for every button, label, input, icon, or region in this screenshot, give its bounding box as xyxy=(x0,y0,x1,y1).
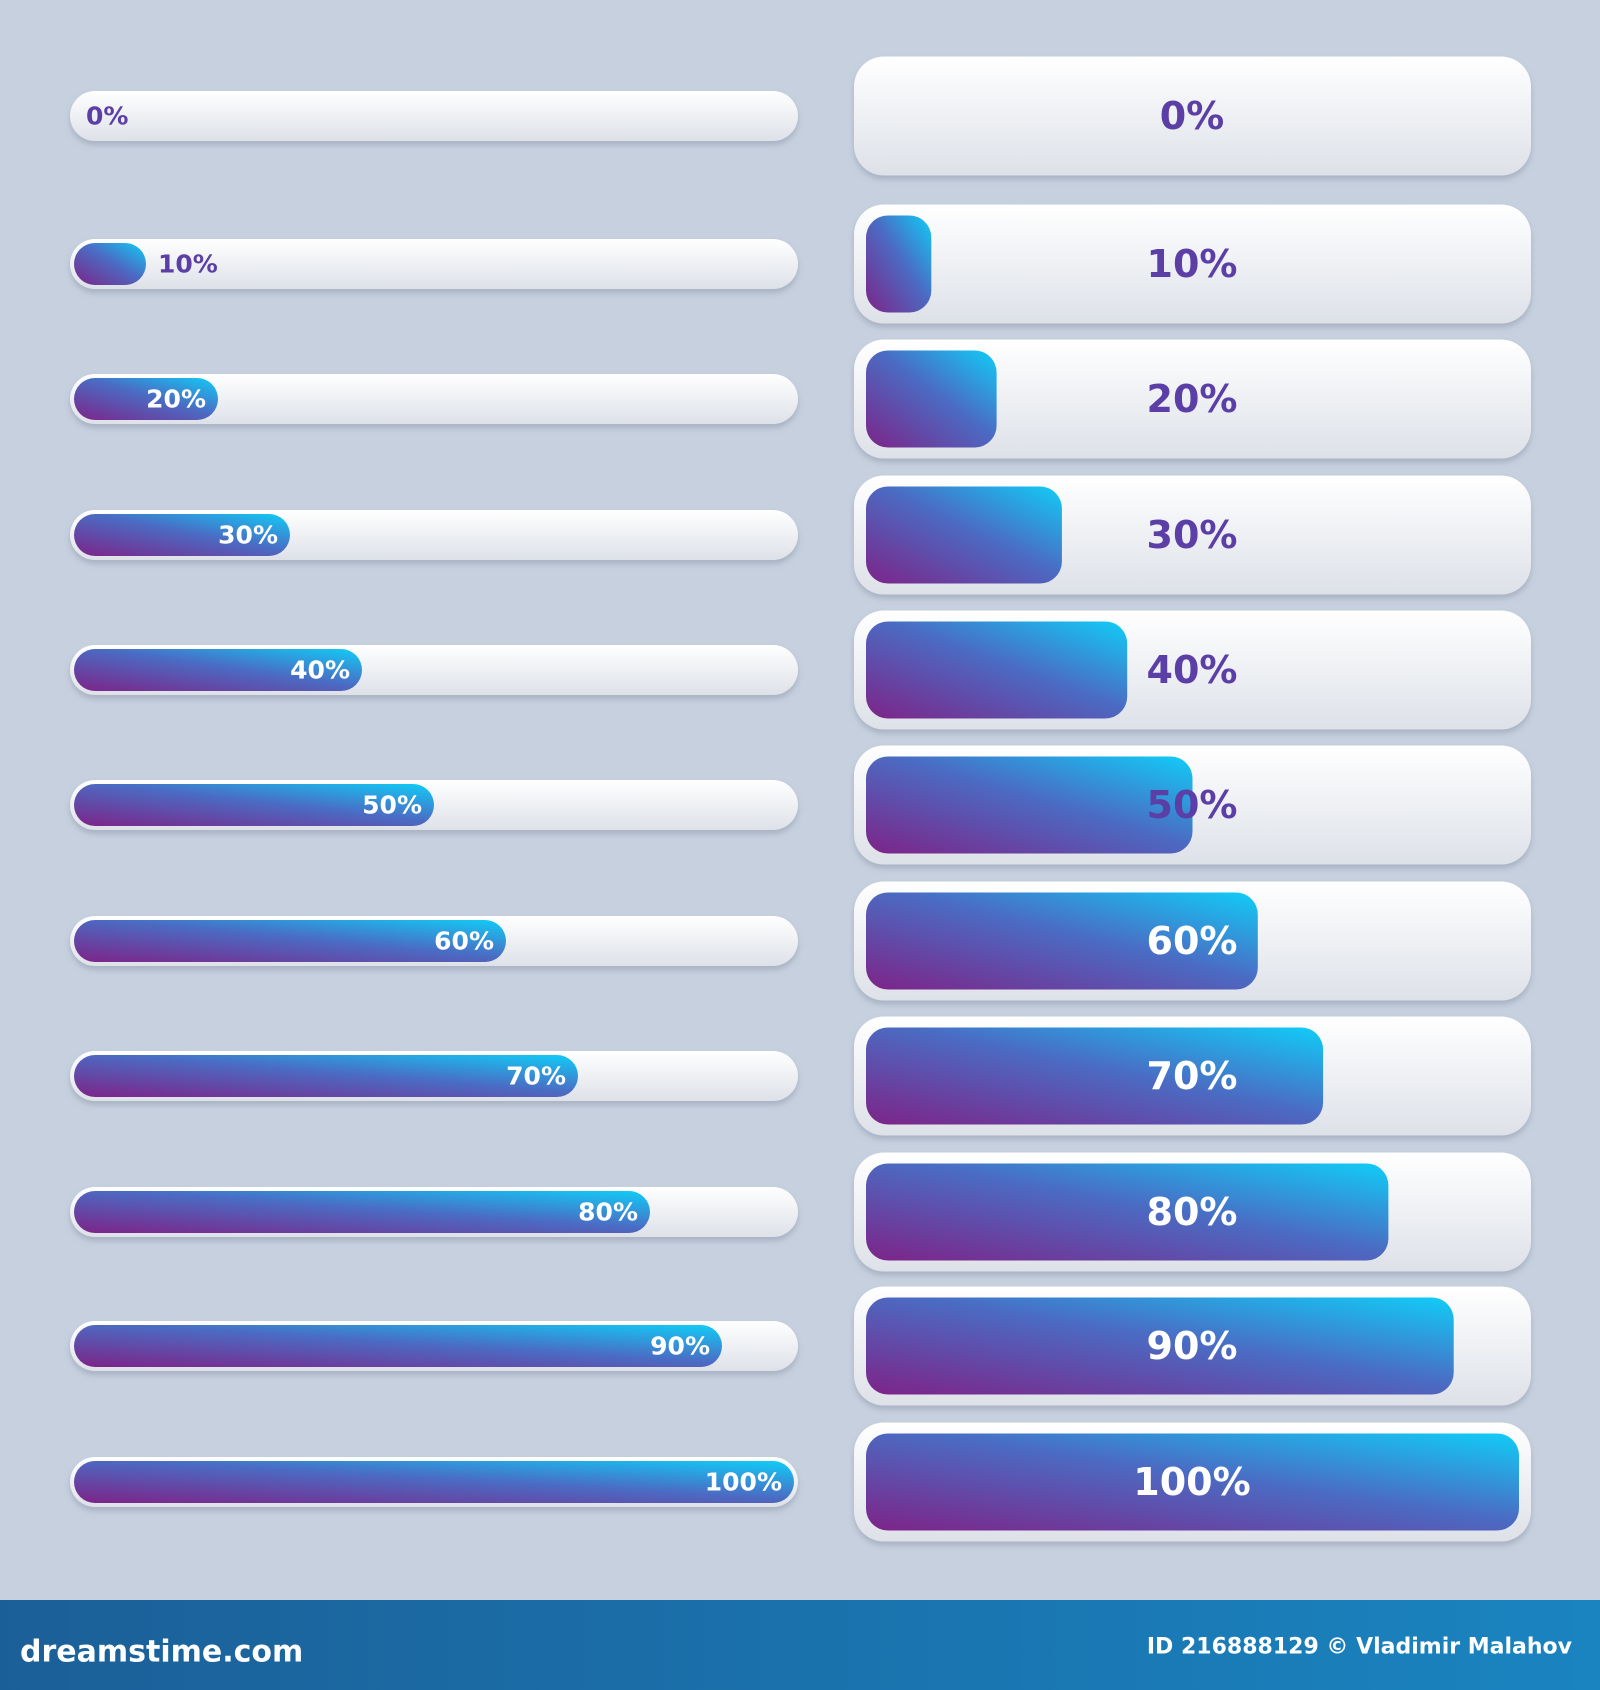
small-label: 10% xyxy=(158,250,218,279)
small-label: 80% xyxy=(578,1198,638,1227)
large-fill xyxy=(866,1433,1519,1531)
large-fill xyxy=(866,1163,1389,1261)
footer-bar xyxy=(0,1600,1600,1690)
large-fill xyxy=(866,1027,1324,1125)
small-label: 90% xyxy=(650,1332,710,1361)
large-label: 50% xyxy=(1147,783,1238,827)
small-fill xyxy=(74,1325,722,1367)
footer-credit: ID 216888129 © Vladimir Malahov xyxy=(1147,1635,1573,1660)
large-fill xyxy=(866,621,1128,719)
small-fill xyxy=(74,1461,794,1503)
large-fill xyxy=(866,1297,1454,1395)
small-track xyxy=(70,91,798,141)
large-track xyxy=(854,204,1531,324)
small-fill xyxy=(74,1191,650,1233)
footer-site: dreamstime.com xyxy=(20,1635,303,1670)
small-label: 20% xyxy=(146,385,206,414)
large-label: 30% xyxy=(1147,513,1238,557)
small-label: 30% xyxy=(218,521,278,550)
small-track xyxy=(70,374,798,424)
progress-rows: 0% 0% 10% 10% 20% 20% 30% 30% 40% 40% 50% 50% 60% 60%… xyxy=(70,56,1531,1542)
small-label: 60% xyxy=(434,927,494,956)
small-label: 100% xyxy=(705,1468,782,1497)
large-label: 60% xyxy=(1147,919,1238,963)
small-label: 0% xyxy=(86,102,128,131)
large-label: 0% xyxy=(1160,94,1225,138)
large-label: 80% xyxy=(1147,1190,1238,1234)
large-fill xyxy=(866,892,1258,990)
small-track xyxy=(70,239,798,289)
small-fill xyxy=(74,920,506,962)
large-label: 70% xyxy=(1147,1054,1238,1098)
large-fill xyxy=(866,756,1193,854)
small-fill xyxy=(74,378,218,420)
large-label: 40% xyxy=(1147,648,1238,692)
large-label: 20% xyxy=(1147,377,1238,421)
large-fill xyxy=(866,486,1062,584)
small-fill xyxy=(74,514,290,556)
small-fill xyxy=(74,243,146,285)
small-label: 50% xyxy=(362,791,422,820)
large-fill xyxy=(866,350,997,448)
large-label: 10% xyxy=(1147,242,1238,286)
small-fill xyxy=(74,649,362,691)
large-label: 100% xyxy=(1133,1460,1250,1504)
small-fill xyxy=(74,1055,578,1097)
small-label: 70% xyxy=(506,1062,566,1091)
small-label: 40% xyxy=(290,656,350,685)
large-fill xyxy=(866,215,932,313)
small-fill xyxy=(74,784,434,826)
large-track xyxy=(854,56,1531,176)
large-track xyxy=(854,339,1531,459)
large-label: 90% xyxy=(1147,1324,1238,1368)
